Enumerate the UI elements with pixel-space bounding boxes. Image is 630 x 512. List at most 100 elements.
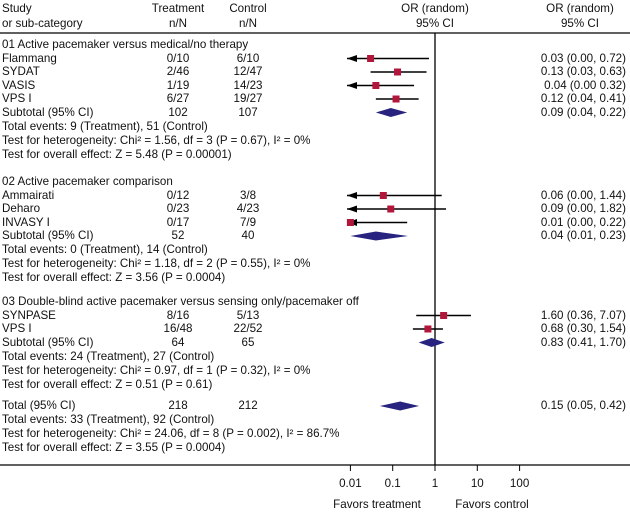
study-marker — [387, 205, 395, 213]
study-name: VPS I — [2, 322, 32, 335]
summary-diamond — [350, 231, 409, 241]
study-marker — [367, 55, 375, 62]
group-note: Test for heterogeneity: Chi² = 0.97, df … — [2, 363, 311, 377]
header-treatment-0: Treatment — [151, 2, 205, 15]
control-value: 6/10 — [236, 51, 260, 65]
x-tick-label: 100 — [509, 477, 530, 490]
control-value: 7/9 — [239, 215, 257, 229]
header-estimate-1: 95% CI — [560, 17, 600, 30]
treatment-value: 1/19 — [166, 78, 190, 92]
study-marker — [394, 68, 402, 76]
study-name: VPS I — [2, 92, 32, 105]
treatment-value: 6/27 — [166, 92, 190, 105]
control-value: 12/47 — [233, 65, 263, 78]
study-name: INVASY I — [2, 215, 50, 229]
control-value: 14/23 — [233, 78, 263, 92]
control-value: 40 — [241, 229, 255, 242]
treatment-value: 0/10 — [166, 51, 190, 65]
control-value: 22/52 — [233, 322, 263, 335]
subtotal-label: Subtotal (95% CI) — [2, 335, 94, 349]
group-title: 03 Double-blind active pacemaker versus … — [2, 295, 359, 308]
estimate-label: 0.68 (0.30, 1.54) — [540, 322, 626, 335]
x-tick-label: 1 — [431, 477, 439, 490]
group-note: Test for heterogeneity: Chi² = 1.56, df … — [2, 133, 311, 147]
study-name: SYNPASE — [2, 308, 56, 322]
control-value: 3/8 — [239, 188, 257, 202]
estimate-label: 0.01 (0.00, 0.22) — [540, 215, 626, 229]
header-control-0: Control — [229, 2, 267, 15]
header-study-0: Study — [2, 2, 32, 15]
ci-arrow-left — [347, 55, 357, 62]
header-estimate-0: OR (random) — [546, 2, 614, 15]
header-control-1: n/N — [238, 17, 258, 30]
ci-arrow-left — [347, 205, 357, 213]
study-name: SYDAT — [2, 65, 40, 78]
group-note: Test for overall effect: Z = 5.48 (P = 0… — [2, 147, 232, 161]
group-note: Total events: 24 (Treatment), 27 (Contro… — [2, 349, 215, 363]
treatment-value: 8/16 — [166, 308, 190, 322]
treatment-value: 16/48 — [163, 322, 193, 335]
study-name: Ammairati — [2, 188, 55, 202]
control-value: 19/27 — [233, 92, 263, 105]
study-name: Deharo — [2, 202, 41, 215]
x-tick-label: 10 — [470, 477, 484, 490]
header-study-1: or sub-category — [2, 17, 83, 30]
treatment-value: 2/46 — [166, 65, 190, 78]
treatment-value: 52 — [171, 229, 185, 242]
estimate-label: 0.04 (0.01, 0.23) — [540, 229, 626, 242]
summary-diamond — [418, 338, 445, 347]
group-note: Test for overall effect: Z = 3.56 (P = 0… — [2, 271, 226, 284]
subtotal-label: Subtotal (95% CI) — [2, 105, 94, 119]
estimate-label: 0.83 (0.41, 1.70) — [540, 335, 626, 349]
study-marker — [424, 325, 432, 333]
control-value: 107 — [238, 105, 258, 119]
total-note: Test for heterogeneity: Chi² = 24.06, df… — [2, 427, 340, 440]
estimate-label: 0.03 (0.00, 0.72) — [540, 51, 626, 65]
control-value: 65 — [241, 335, 255, 349]
study-marker — [379, 192, 387, 199]
treatment-value: 0/17 — [166, 215, 190, 229]
subtotal-label: Total (95% CI) — [2, 399, 76, 412]
group-title: 01 Active pacemaker versus medical/no th… — [2, 38, 249, 51]
treatment-value: 102 — [168, 105, 188, 119]
control-value: 4/23 — [236, 202, 260, 215]
group-title: 02 Active pacemaker comparison — [2, 175, 173, 188]
study-marker — [440, 312, 448, 319]
control-value: 212 — [238, 399, 258, 412]
estimate-label: 1.60 (0.36, 7.07) — [540, 308, 626, 322]
summary-diamond — [375, 108, 408, 117]
study-marker — [392, 95, 400, 103]
total-note: Total events: 33 (Treatment), 92 (Contro… — [2, 413, 215, 426]
estimate-label: 0.06 (0.00, 1.44) — [540, 188, 626, 202]
header-plot-1: 95% CI — [415, 17, 455, 30]
x-tick-label: 0.01 — [339, 477, 362, 490]
ci-arrow-left — [347, 82, 357, 89]
control-value: 5/13 — [236, 308, 260, 322]
study-marker — [346, 219, 354, 226]
group-note: Total events: 9 (Treatment), 51 (Control… — [2, 119, 208, 133]
treatment-value: 64 — [171, 335, 185, 349]
estimate-label: 0.12 (0.04, 0.41) — [540, 92, 626, 105]
treatment-value: 0/12 — [166, 188, 190, 202]
estimate-label: 0.04 (0.00 0.32) — [544, 78, 626, 92]
total-note: Test for overall effect: Z = 3.55 (P = 0… — [2, 441, 226, 454]
ci-arrow-left — [347, 192, 357, 199]
estimate-label: 0.15 (0.05, 0.42) — [540, 399, 626, 412]
study-marker — [372, 82, 380, 89]
subtotal-label: Subtotal (95% CI) — [2, 229, 94, 242]
study-name: VASIS — [2, 78, 36, 92]
group-note: Total events: 0 (Treatment), 14 (Control… — [2, 243, 208, 256]
favors-treatment-label: Favors treatment — [333, 498, 421, 511]
group-note: Test for heterogeneity: Chi² = 1.18, df … — [2, 257, 311, 270]
estimate-label: 0.09 (0.04, 0.22) — [540, 105, 626, 119]
study-name: Flammang — [2, 51, 57, 65]
header-plot-0: OR (random) — [401, 2, 469, 15]
summary-diamond — [379, 401, 420, 411]
x-tick-label: 0.1 — [384, 477, 401, 490]
estimate-label: 0.09 (0.00, 1.82) — [540, 202, 626, 215]
treatment-value: 0/23 — [166, 202, 190, 215]
header-treatment-1: n/N — [168, 17, 188, 30]
favors-control-label: Favors control — [455, 498, 529, 511]
